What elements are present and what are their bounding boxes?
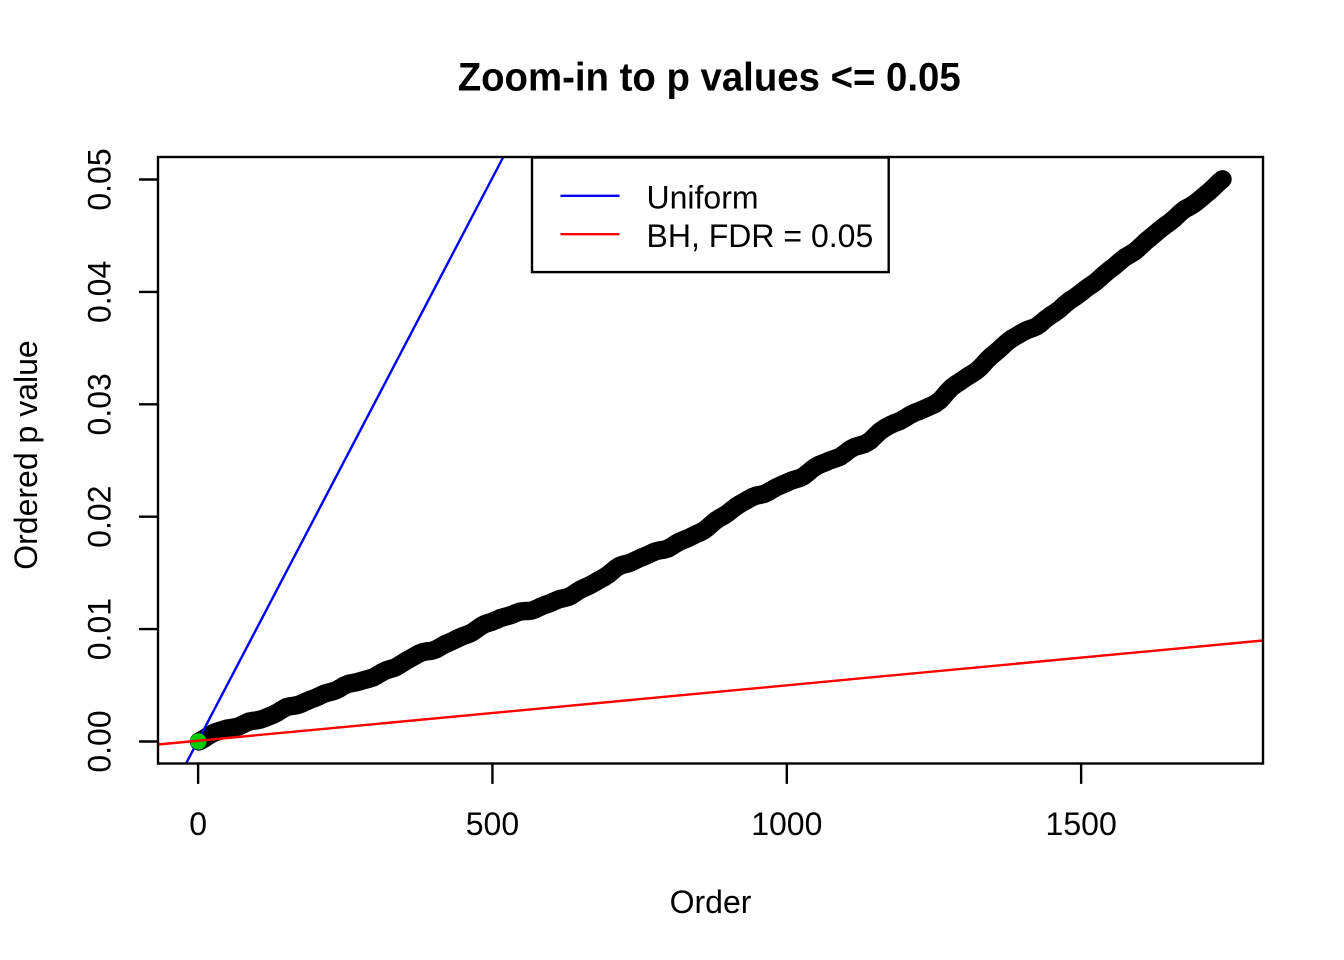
svg-text:Ordered p value: Ordered p value: [8, 340, 44, 569]
svg-text:Zoom-in to p values <= 0.05: Zoom-in to p values <= 0.05: [458, 56, 961, 100]
svg-text:Uniform: Uniform: [647, 180, 759, 216]
svg-text:0.05: 0.05: [82, 148, 118, 210]
svg-text:0.04: 0.04: [82, 261, 118, 323]
svg-text:0: 0: [189, 806, 207, 842]
svg-text:1000: 1000: [751, 806, 822, 842]
svg-text:0.00: 0.00: [82, 710, 118, 772]
svg-text:500: 500: [466, 806, 519, 842]
svg-text:BH, FDR = 0.05: BH, FDR = 0.05: [647, 218, 874, 254]
svg-text:0.03: 0.03: [82, 373, 118, 435]
svg-text:Order: Order: [670, 884, 752, 920]
svg-text:0.02: 0.02: [82, 486, 118, 548]
svg-text:0.01: 0.01: [82, 598, 118, 660]
svg-text:1500: 1500: [1046, 806, 1117, 842]
